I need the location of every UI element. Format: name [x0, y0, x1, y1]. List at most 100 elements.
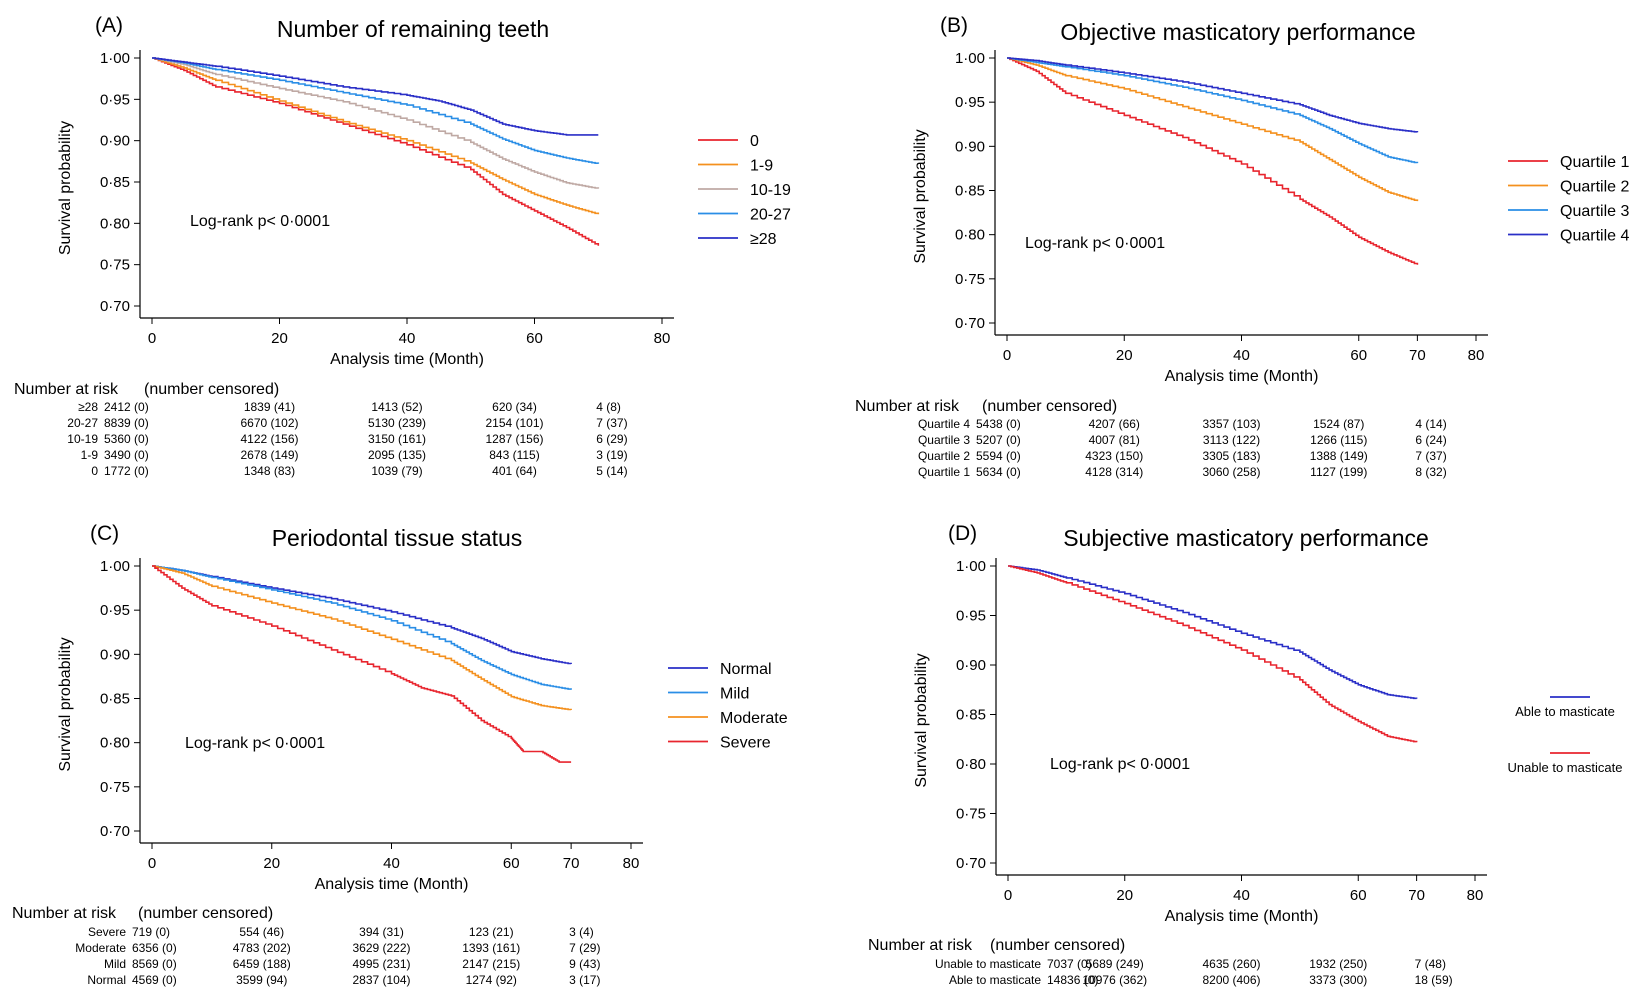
x-tick-label: 0	[148, 330, 156, 347]
chart-panel: (D) Subjective masticatory performance 0·7…	[868, 522, 1622, 987]
series-line	[1007, 57, 1419, 133]
risk-cell: 5689 (249)	[1086, 957, 1144, 971]
risk-row-label: Able to masticate	[949, 973, 1041, 987]
risk-cell: 3490 (0)	[104, 448, 149, 462]
risk-cell: 2412 (0)	[104, 400, 149, 414]
x-tick-label: 80	[623, 855, 640, 872]
series-line	[1008, 565, 1418, 743]
y-tick-label: 0·75	[956, 806, 986, 823]
y-axis-label: Survival probability	[57, 121, 74, 255]
risk-cell: 4128 (314)	[1085, 465, 1143, 479]
x-tick-label: 60	[1350, 347, 1367, 364]
logrank-annotation: Log-rank p< 0·0001	[1050, 756, 1190, 773]
risk-cell: 5207 (0)	[976, 433, 1021, 447]
risk-row-label: Quartile 4	[918, 417, 970, 431]
x-tick-label: 20	[1116, 887, 1133, 904]
x-axis-label: Analysis time (Month)	[315, 876, 469, 893]
x-tick-label: 0	[1004, 887, 1012, 904]
risk-row-label: 0	[91, 464, 98, 478]
x-tick-label: 70	[1409, 347, 1426, 364]
chart-title: Subjective masticatory performance	[1063, 525, 1429, 551]
x-axis-label: Analysis time (Month)	[1165, 908, 1319, 925]
chart-title: Objective masticatory performance	[1060, 19, 1415, 45]
legend-label: Able to masticate	[1515, 704, 1615, 719]
y-axis-label: Survival probability	[57, 637, 74, 771]
risk-cell: 4323 (150)	[1085, 449, 1143, 463]
panel-label: (A)	[95, 14, 123, 37]
logrank-annotation: Log-rank p< 0·0001	[185, 735, 325, 752]
y-tick-label: 0·95	[956, 608, 986, 625]
risk-row-label: Moderate	[75, 941, 126, 955]
y-tick-label: 0·90	[955, 138, 985, 155]
risk-cell: 18 (59)	[1415, 973, 1453, 987]
risk-cell: 843 (115)	[489, 448, 539, 462]
risk-cell: 8569 (0)	[132, 957, 177, 971]
legend-label: 0	[750, 133, 759, 150]
risk-cell: 6356 (0)	[132, 941, 177, 955]
risk-table-subheader: (number censored)	[990, 937, 1125, 954]
legend-label: Mild	[720, 686, 749, 703]
risk-cell: 5594 (0)	[976, 449, 1021, 463]
y-tick-label: 0·95	[100, 602, 130, 619]
risk-cell: 1274 (92)	[466, 973, 517, 987]
logrank-annotation: Log-rank p< 0·0001	[1025, 235, 1165, 252]
risk-cell: 1772 (0)	[104, 464, 149, 478]
series-line	[1007, 57, 1419, 202]
logrank-annotation: Log-rank p< 0·0001	[190, 213, 330, 230]
risk-cell: 4122 (156)	[240, 432, 298, 446]
x-tick-label: 0	[148, 855, 156, 872]
y-tick-label: 0·85	[955, 183, 985, 200]
legend-label: 1-9	[750, 158, 773, 175]
y-axis-label: Survival probability	[912, 129, 929, 263]
risk-cell: 3357 (103)	[1202, 417, 1260, 431]
chart-panel: (A) Number of remaining teeth 0·70 0·75 0·80…	[14, 14, 791, 478]
y-tick-label: 0·75	[100, 257, 130, 274]
risk-cell: 4635 (260)	[1202, 957, 1260, 971]
risk-cell: 4 (8)	[596, 400, 621, 414]
risk-cell: 6459 (188)	[233, 957, 291, 971]
risk-cell: 5360 (0)	[104, 432, 149, 446]
risk-row-label: Normal	[87, 973, 126, 987]
risk-cell: 3373 (300)	[1309, 973, 1367, 987]
risk-row-label: Quartile 3	[918, 433, 970, 447]
y-tick-label: 0·95	[100, 91, 130, 108]
risk-cell: 1839 (41)	[244, 400, 295, 414]
risk-table-header: Number at risk	[14, 381, 119, 398]
risk-cell: 3113 (122)	[1203, 433, 1260, 447]
risk-cell: 3599 (94)	[236, 973, 287, 987]
x-axis-label: Analysis time (Month)	[330, 351, 484, 368]
risk-cell: 7037 (0)	[1047, 957, 1092, 971]
x-tick-label: 40	[399, 330, 416, 347]
risk-cell: 3629 (222)	[352, 941, 410, 955]
risk-table-subheader: (number censored)	[982, 398, 1117, 415]
series-line	[152, 57, 599, 136]
risk-row-label: 1-9	[81, 448, 99, 462]
risk-cell: 7 (29)	[569, 941, 600, 955]
y-tick-label: 0·80	[955, 227, 985, 244]
x-tick-label: 60	[526, 330, 543, 347]
risk-cell: 1932 (250)	[1309, 957, 1367, 971]
series-line	[152, 565, 572, 690]
risk-cell: 1413 (52)	[371, 400, 422, 414]
risk-cell: 1524 (87)	[1313, 417, 1364, 431]
series-line	[1008, 565, 1418, 700]
y-tick-label: 0·70	[955, 315, 985, 332]
x-tick-label: 0	[1003, 347, 1011, 364]
y-tick-label: 0·90	[100, 133, 130, 150]
risk-cell: 4783 (202)	[233, 941, 291, 955]
y-tick-label: 0·90	[100, 646, 130, 663]
panel-label: (D)	[948, 522, 977, 545]
chart-panel: (B) Objective masticatory performance 0·70…	[855, 14, 1629, 479]
risk-cell: 10976 (362)	[1082, 973, 1147, 987]
series-line	[152, 57, 600, 246]
chart-title: Number of remaining teeth	[277, 16, 549, 42]
risk-cell: 4569 (0)	[132, 973, 177, 987]
legend-label: Moderate	[720, 710, 788, 727]
risk-cell: 4207 (66)	[1089, 417, 1140, 431]
risk-cell: 6670 (102)	[240, 416, 298, 430]
risk-cell: 123 (21)	[469, 925, 514, 939]
risk-cell: 4007 (81)	[1089, 433, 1140, 447]
y-tick-label: 1·00	[956, 558, 986, 575]
risk-cell: 2678 (149)	[240, 448, 298, 462]
